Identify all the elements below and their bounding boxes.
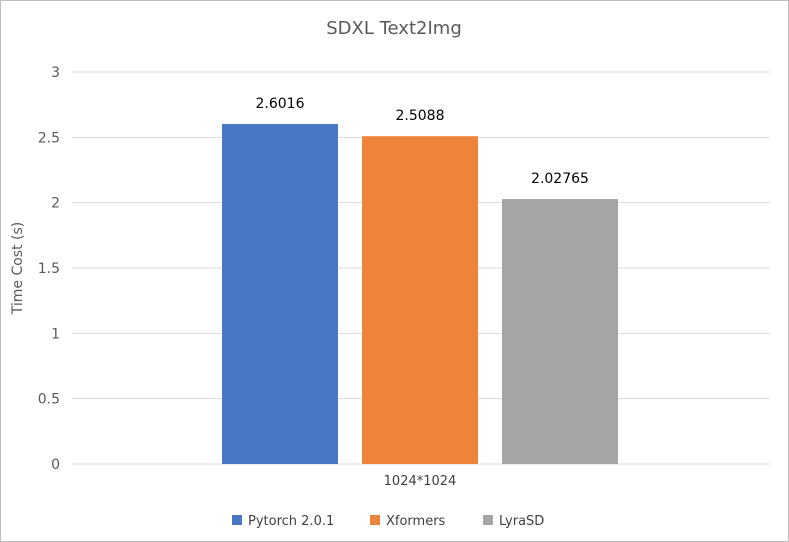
y-tick-label: 3 [51, 65, 60, 81]
y-axis-title: Time Cost (s) [10, 222, 26, 316]
chart-title: SDXL Text2Img [326, 18, 462, 39]
bars [222, 124, 618, 465]
bar-lyrasd [502, 199, 618, 465]
legend-label: Xformers [386, 514, 446, 529]
y-axis-ticks: 0 0.5 1 1.5 2 2.5 3 [38, 65, 60, 473]
legend-label: LyraSD [499, 514, 544, 529]
y-tick-label: 1 [51, 326, 60, 342]
y-tick-label: 2 [51, 196, 60, 212]
y-tick-label: 0 [51, 457, 60, 473]
legend: Pytorch 2.0.1 Xformers LyraSD [232, 514, 544, 529]
y-tick-label: 1.5 [38, 261, 60, 277]
bar-xformers [362, 136, 478, 464]
data-label: 2.02765 [531, 171, 589, 187]
data-label: 2.6016 [256, 96, 305, 112]
data-label: 2.5088 [396, 108, 445, 124]
data-labels: 2.6016 2.5088 2.02765 [256, 96, 589, 187]
category-label: 1024*1024 [384, 474, 457, 489]
y-tick-label: 2.5 [38, 130, 60, 146]
bar-pytorch-2-0-1 [222, 124, 338, 464]
legend-swatch [232, 515, 242, 525]
y-tick-label: 0.5 [38, 392, 60, 408]
legend-label: Pytorch 2.0.1 [248, 514, 334, 529]
legend-swatch [370, 515, 380, 525]
legend-swatch [483, 515, 493, 525]
